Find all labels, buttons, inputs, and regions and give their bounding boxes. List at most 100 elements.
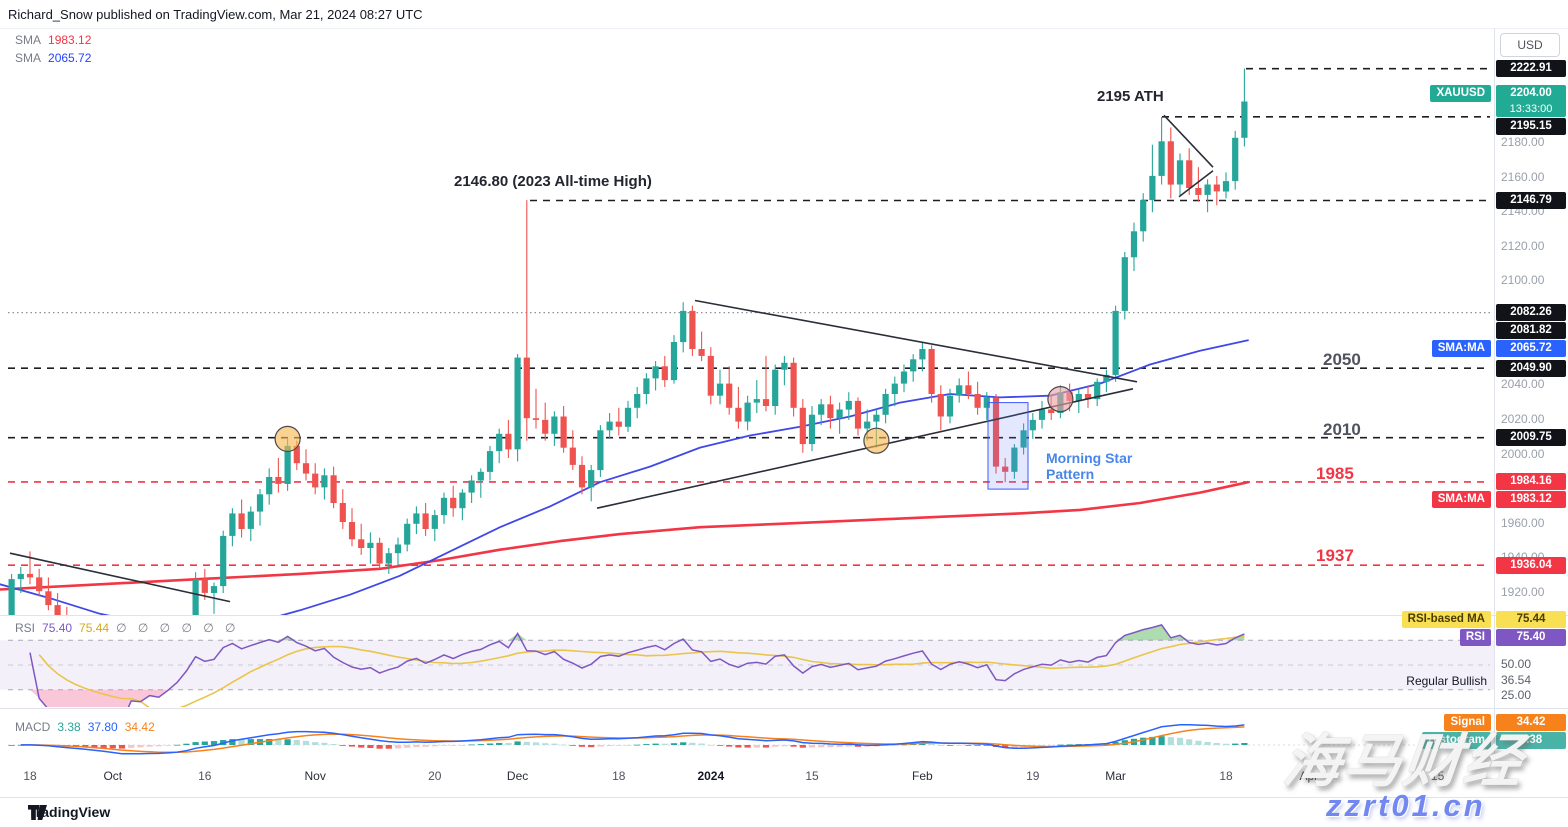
time-tick: Apr (1299, 769, 1319, 783)
axis-value-badge: 1936.04 (1496, 557, 1566, 574)
time-tick: 18 (612, 769, 626, 783)
axis-value-badge: 34.42 (1496, 714, 1566, 731)
series-axis-label: XAUUSD (1430, 84, 1491, 102)
sma-legend-row-1[interactable]: SMA 1983.12 (15, 33, 91, 47)
sma-red-value: 1983.12 (48, 33, 92, 47)
series-axis-label: SMA:MA (1431, 491, 1491, 508)
time-axis[interactable]: 18 Oct 16 Nov 20 Dec 18 2024 15 Feb 19 Mar 18 Apr 15 (0, 762, 1568, 797)
axis-value-badge: 2082.26 (1496, 304, 1566, 321)
brand-name: TradingView (28, 804, 111, 820)
sma-line (0, 480, 1250, 591)
price-test-marker (1047, 386, 1074, 413)
time-tick: 18 (1219, 769, 1233, 783)
level-label-2010: 2010 (1323, 420, 1361, 439)
morning-star-annotation: Morning Star Pattern (1046, 450, 1132, 482)
prev-ath-annotation: 2146.80 (2023 All-time High) (454, 173, 652, 190)
sma-legend-row-2[interactable]: SMA 2065.72 (15, 51, 91, 65)
sma-line (0, 339, 1249, 615)
pane-divider (0, 28, 1568, 29)
rsi-line (29, 624, 1245, 707)
macd-line-value: 37.80 (87, 720, 118, 734)
price-chart-pane[interactable] (0, 28, 1494, 615)
axis-value-badge: 2009.75 (1496, 429, 1566, 446)
macd-legend[interactable]: MACD 3.38 37.80 34.42 (15, 720, 155, 734)
sma-label: SMA (15, 51, 42, 65)
time-tick: Mar (1105, 769, 1126, 783)
trendline (596, 388, 1134, 509)
axis-value-badge: 2049.90 (1496, 360, 1566, 377)
time-tick: 18 (23, 769, 37, 783)
macd-signal-value: 34.42 (124, 720, 155, 734)
series-axis-label: Histogram (1422, 732, 1491, 749)
morning-star-box (987, 402, 1029, 490)
tradingview-brand[interactable]: TradingView (28, 804, 110, 820)
macd-pane[interactable] (0, 709, 1494, 761)
axis-value-badge: 2204.00 13:33:00 (1496, 85, 1566, 117)
publication-title: Richard_Snow published on TradingView.co… (8, 7, 423, 22)
axis-value-badge: 2222.91 (1496, 60, 1566, 77)
candles (8, 68, 1248, 615)
rsi-overbought-fill (30, 624, 1245, 641)
time-tick: Oct (103, 769, 123, 783)
axis-value-badge: 75.40 (1496, 629, 1566, 646)
pane-divider[interactable] (0, 615, 1568, 616)
series-axis-label: RSI (1459, 629, 1491, 646)
time-tick: 15 (805, 769, 819, 783)
rsi-pane[interactable] (0, 616, 1494, 707)
series-axis-label: Signal (1444, 714, 1491, 731)
rsi-tick: 50.00 (1501, 657, 1532, 671)
price-test-marker (863, 427, 890, 454)
level-label-2050: 2050 (1323, 350, 1361, 369)
rsi-divergence-label: Regular Bullish (1406, 674, 1487, 688)
trendline (1178, 170, 1214, 198)
time-tick: Nov (304, 769, 326, 783)
price-tick: 2020.00 (1501, 411, 1545, 426)
rsi-label: RSI (15, 621, 36, 635)
axis-value-badge: 1984.16 (1496, 473, 1566, 490)
level-label-1985: 1985 (1316, 464, 1354, 483)
rsi-divergence-markers: ∅ ∅ ∅ ∅ ∅ ∅ (116, 621, 240, 635)
rsi-value: 75.40 (42, 621, 73, 635)
time-tick: 20 (428, 769, 442, 783)
price-tick: 2180.00 (1501, 135, 1545, 149)
rsi-tick: 25.00 (1501, 688, 1532, 702)
rsi-ma-line (38, 635, 1245, 707)
rsi-divergence-value: 36.54 (1501, 673, 1532, 687)
time-tick: Feb (912, 769, 933, 783)
time-tick: Dec (506, 769, 529, 783)
axis-value-badge: 1983.12 (1496, 491, 1566, 508)
level-label-1937: 1937 (1316, 546, 1354, 565)
tradingview-logo-icon (28, 804, 47, 820)
axis-value-badge: 2065.72 (1496, 340, 1566, 357)
sma-blue-value: 2065.72 (48, 51, 92, 65)
price-tick: 2000.00 (1501, 446, 1545, 461)
price-tick: 2160.00 (1501, 169, 1545, 184)
price-tick: 2100.00 (1501, 273, 1545, 288)
rsi-legend[interactable]: RSI 75.40 75.44 ∅ ∅ ∅ ∅ ∅ ∅ (15, 621, 239, 635)
price-tick: 1920.00 (1501, 584, 1545, 599)
currency-button[interactable]: USD (1500, 33, 1560, 57)
axis-value-badge: 2195.15 (1496, 118, 1566, 135)
time-tick: 16 (198, 769, 212, 783)
time-tick: 19 (1026, 769, 1040, 783)
price-tick: 1960.00 (1501, 515, 1545, 530)
series-axis-label: RSI-based MA (1401, 611, 1491, 628)
price-tick: 2040.00 (1501, 377, 1545, 392)
price-tick: 2120.00 (1501, 238, 1545, 253)
rsi-ma-value: 75.44 (79, 621, 110, 635)
trendline (9, 552, 231, 603)
macd-hist-value: 3.38 (57, 720, 81, 734)
footer-bar: TradingView (0, 797, 1568, 827)
price-axis-border (1494, 28, 1495, 797)
price-test-marker (274, 425, 301, 452)
axis-value-badge: 2146.79 (1496, 192, 1566, 209)
sma-label: SMA (15, 33, 42, 47)
macd-label: MACD (15, 720, 51, 734)
rsi-oversold-fill (30, 689, 1245, 707)
series-axis-label: SMA:MA (1431, 340, 1491, 357)
time-tick: 2024 (697, 769, 725, 783)
time-tick: 15 (1430, 769, 1445, 783)
pane-divider[interactable] (0, 708, 1568, 709)
trendline (694, 299, 1138, 383)
